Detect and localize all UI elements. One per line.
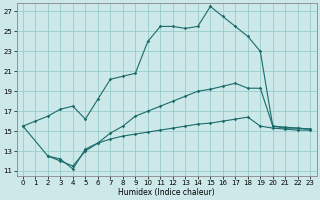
X-axis label: Humidex (Indice chaleur): Humidex (Indice chaleur) [118,188,215,197]
